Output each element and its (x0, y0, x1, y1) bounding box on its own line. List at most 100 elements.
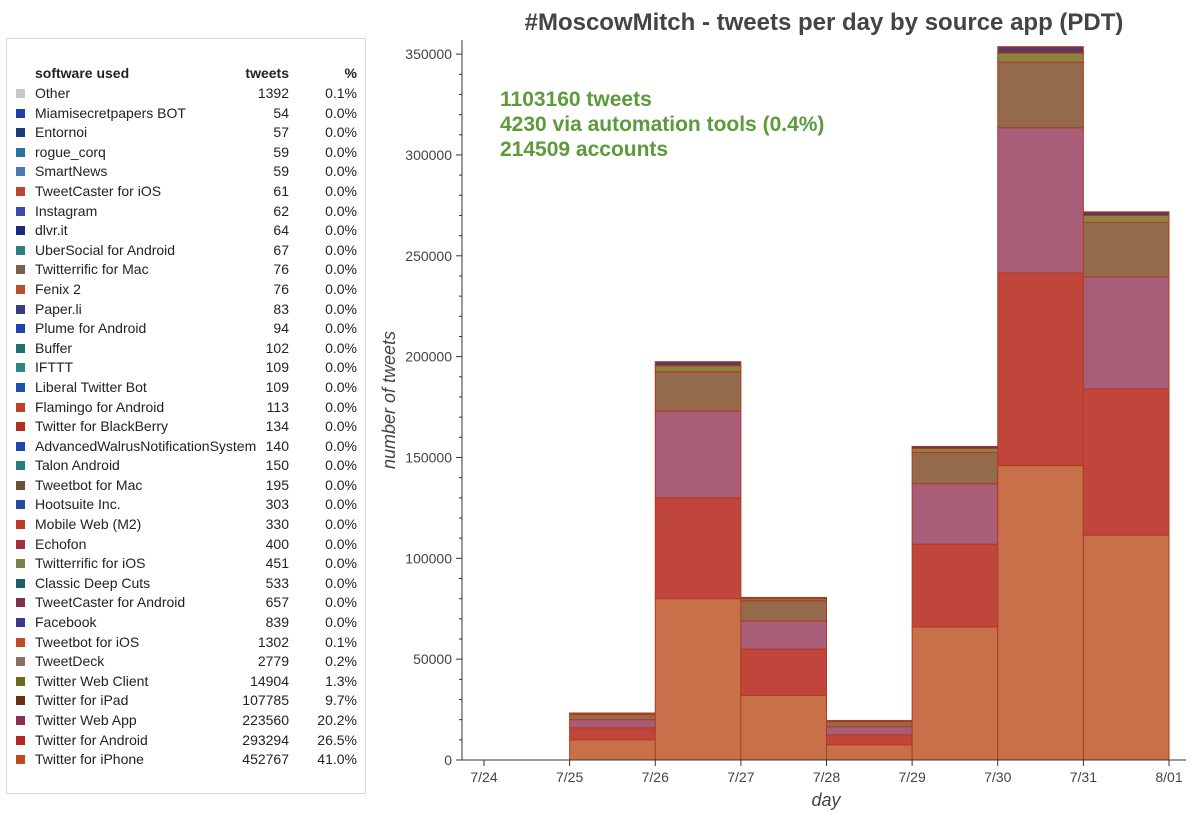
legend-software-name: Paper.li (35, 300, 82, 317)
legend-percent: 0.0% (325, 280, 357, 297)
legend-software-name: Tweetbot for iOS (35, 633, 140, 650)
legend-percent: 0.0% (325, 516, 357, 533)
legend-tweet-count: 54 (273, 104, 289, 121)
legend-software-name: Flamingo for Android (35, 398, 165, 415)
y-tick-label: 100000 (405, 550, 452, 566)
y-tick-label: 50000 (413, 651, 452, 667)
legend-row: Twitterrific for iOS 451 0.0% (16, 554, 362, 574)
legend-software-name: Liberal Twitter Bot (35, 378, 147, 395)
legend-row: TweetCaster for iOS 61 0.0% (16, 182, 362, 202)
legend-tweet-count: 109 (265, 378, 289, 395)
legend-software-name: Plume for Android (35, 320, 147, 337)
bar-segment (654, 371, 742, 412)
legend-software-name: Other (35, 85, 71, 101)
legend-swatch (16, 206, 25, 216)
legend-tweet-count: 657 (265, 594, 289, 611)
legend-percent: 20.2% (317, 712, 357, 728)
legend-swatch (16, 735, 25, 745)
legend-percent: 0.0% (325, 535, 357, 552)
legend-row: UberSocial for Android 67 0.0% (16, 241, 362, 261)
legend-software-name: Buffer (35, 339, 73, 356)
legend-row: Buffer 102 0.0% (16, 339, 362, 359)
legend-swatch (16, 618, 25, 628)
bar-segment (826, 719, 913, 722)
legend-header-pct: % (344, 65, 357, 81)
bar-segment (997, 52, 1084, 63)
legend-software-name: UberSocial for Android (35, 241, 176, 258)
y-tick-label: 150000 (405, 449, 452, 465)
legend-row: Paper.li 83 0.0% (16, 300, 362, 320)
bar-segment (654, 365, 742, 373)
bar-segment (1082, 211, 1170, 216)
legend-tweet-count: 76 (273, 261, 289, 278)
legend-software-name: Miamisecretpapers BOT (35, 104, 186, 121)
legend-percent: 0.0% (325, 418, 357, 435)
y-tick-label: 250000 (405, 248, 452, 264)
bar-segment (654, 598, 742, 761)
bar-segment (569, 727, 656, 741)
legend-tweet-count: 223560 (242, 712, 289, 728)
chart-annotation: 1103160 tweets (500, 88, 652, 111)
legend-percent: 0.0% (325, 614, 357, 631)
x-tick-label: 7/24 (470, 769, 497, 785)
legend-tweet-count: 533 (265, 574, 289, 591)
legend-swatch (16, 167, 25, 177)
legend-percent: 0.1% (325, 85, 357, 101)
x-tick-label: 7/26 (642, 769, 669, 785)
legend-row: Fenix 2 76 0.0% (16, 280, 362, 300)
x-axis-label: day (811, 790, 841, 810)
legend-software-name: SmartNews (35, 163, 108, 180)
legend-software-name: Talon Android (35, 457, 120, 474)
y-tick-label: 300000 (405, 147, 452, 163)
bar-segment (654, 410, 742, 499)
bar-segment (1082, 214, 1170, 224)
bar-segment (826, 744, 913, 761)
legend-swatch (16, 657, 25, 667)
legend-swatch (16, 500, 25, 510)
legend-header: software used tweets % (27, 65, 362, 83)
legend-swatch (16, 696, 25, 706)
legend-tweet-count: 59 (273, 143, 289, 160)
legend-software-name: TweetDeck (35, 653, 105, 670)
legend-swatch (16, 343, 25, 353)
legend-swatch (16, 441, 25, 451)
x-tick-label: 7/31 (1070, 769, 1097, 785)
legend-tweet-count: 107785 (242, 692, 289, 709)
legend-tweet-count: 451 (265, 555, 289, 572)
bar-segment (569, 719, 656, 729)
legend-row: Twitter for iPad 107785 9.7% (16, 691, 362, 711)
legend-row: Twitter Web Client 14904 1.3% (16, 672, 362, 692)
legend-swatch (16, 284, 25, 294)
legend-row: Classic Deep Cuts 533 0.0% (16, 574, 362, 594)
legend-tweet-count: 109 (265, 359, 289, 376)
bar-segment (740, 648, 827, 696)
legend-row: Flamingo for Android 113 0.0% (16, 398, 362, 418)
legend-row: IFTTT 109 0.0% (16, 358, 362, 378)
legend-swatch (16, 461, 25, 471)
legend-software-name: Instagram (35, 202, 98, 219)
legend-percent: 0.0% (325, 496, 357, 513)
bar-segment (1082, 222, 1170, 278)
x-tick-label: 7/27 (727, 769, 754, 785)
legend-percent: 0.0% (325, 222, 357, 239)
legend-percent: 0.0% (325, 437, 357, 454)
legend-tweet-count: 102 (265, 339, 289, 356)
legend-row: TweetDeck 2779 0.2% (16, 652, 362, 672)
legend-panel: software used tweets % Other 1392 0.1% Miam… (6, 38, 366, 794)
legend-percent: 1.3% (325, 672, 357, 689)
legend-swatch (16, 637, 25, 647)
legend-swatch (16, 89, 25, 98)
legend-software-name: dlvr.it (35, 222, 68, 239)
y-tick-label: 200000 (405, 349, 452, 365)
legend-software-name: TweetCaster for Android (35, 594, 186, 611)
legend-software-name: Twitter for BlackBerry (35, 418, 169, 435)
legend-tweet-count: 195 (265, 476, 289, 493)
legend-percent: 0.2% (325, 653, 357, 670)
legend-swatch (16, 265, 25, 275)
legend-percent: 0.0% (325, 182, 357, 199)
legend-row: Facebook 839 0.0% (16, 613, 362, 633)
legend-tweet-count: 330 (265, 516, 289, 533)
legend-swatch (16, 245, 25, 255)
legend-software-name: Tweetbot for Mac (35, 476, 143, 493)
